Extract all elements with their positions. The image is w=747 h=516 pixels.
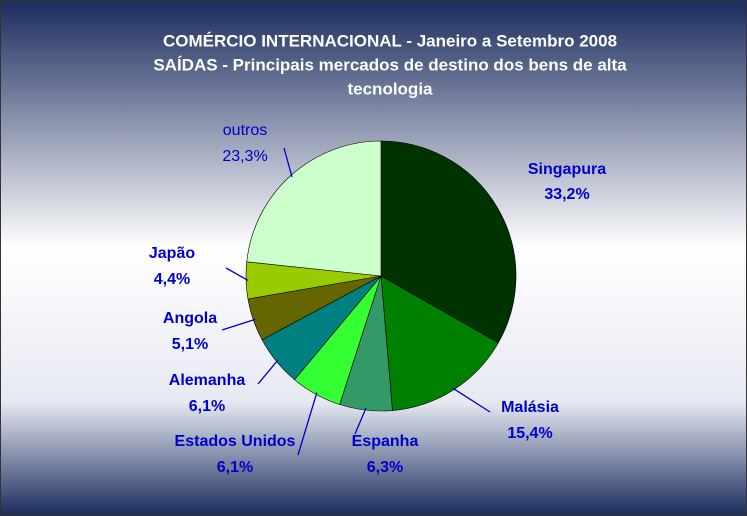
leader-line bbox=[283, 147, 293, 178]
leader-line bbox=[257, 359, 279, 385]
slice-value-label: 5,1% bbox=[172, 336, 208, 353]
leader-line bbox=[221, 318, 256, 331]
slice-label: Estados Unidos bbox=[175, 433, 296, 450]
slice-label: Angola bbox=[163, 310, 217, 327]
slice-value-label: 33,2% bbox=[544, 186, 589, 203]
slice-label: Malásia bbox=[501, 399, 559, 416]
slice-label: Espanha bbox=[352, 433, 419, 450]
pie-slice bbox=[380, 140, 517, 344]
leader-line bbox=[297, 392, 318, 456]
slice-value-label: 6,1% bbox=[189, 398, 225, 415]
leader-line bbox=[225, 267, 249, 281]
slice-label: outros bbox=[223, 122, 267, 139]
slice-label: Singapura bbox=[528, 161, 606, 178]
chart-title: SAÍDAS - Principais mercados de destino … bbox=[153, 55, 627, 74]
slice-label: Alemanha bbox=[169, 372, 246, 389]
chart-title: COMÉRCIO INTERNACIONAL - Janeiro a Setem… bbox=[163, 31, 617, 50]
pie-slice bbox=[380, 275, 499, 411]
leader-line bbox=[452, 387, 491, 413]
chart-title: tecnologia bbox=[347, 79, 433, 98]
leader-line bbox=[354, 407, 367, 435]
pie-slice bbox=[246, 140, 382, 277]
slice-value-label: 4,4% bbox=[154, 271, 190, 288]
slice-value-label: 6,1% bbox=[217, 459, 253, 476]
slice-value-label: 15,4% bbox=[507, 425, 552, 442]
slice-value-label: 6,3% bbox=[367, 459, 403, 476]
slice-label: Japão bbox=[149, 245, 195, 262]
slice-value-label: 23,3% bbox=[222, 148, 267, 165]
